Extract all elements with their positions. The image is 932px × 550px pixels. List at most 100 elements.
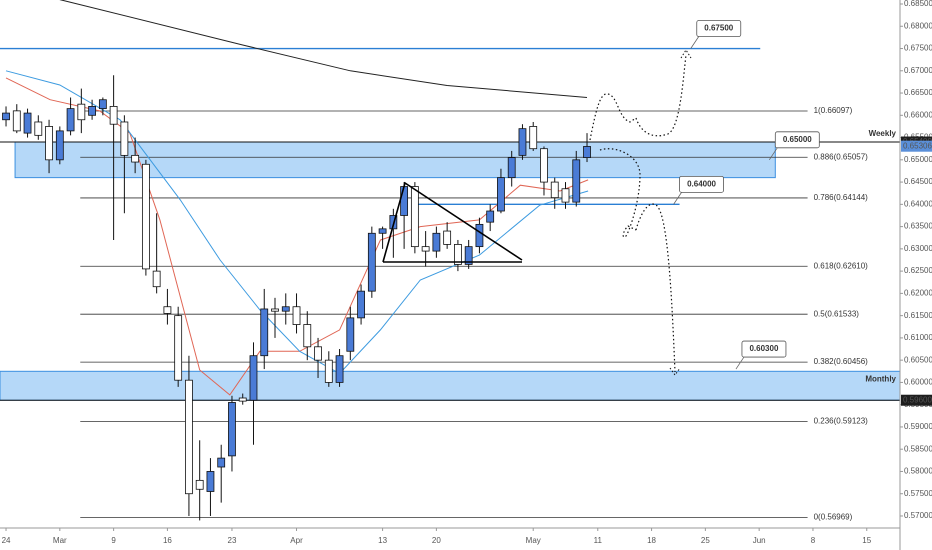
candle-body [77,103,86,121]
candle-body [98,99,107,110]
callout-pointer [768,147,778,161]
y-tick-label: 0.62500 [904,266,932,275]
y-tick-label: 0.61000 [904,333,932,342]
callout-box [679,175,724,193]
y-tick-label: 0.67500 [904,44,932,53]
candle-body [561,188,570,203]
candle-body [572,159,581,203]
zone-label: Monthly [865,374,896,383]
fib-label: 1(0.66097) [814,106,853,115]
candle-body [217,457,226,468]
callout-box [774,131,820,149]
y-tick-label: 0.57500 [904,489,932,498]
y-tick-label: 0.57000 [904,511,932,520]
candle-body [378,228,387,234]
price-tag-label: 0.65306 [903,141,932,150]
callout-label: 0.60300 [749,344,778,353]
candle-body [45,126,53,161]
x-tick-label: May [526,536,541,545]
x-tick-label: 9 [111,536,116,545]
candle-body [2,112,10,121]
candle-body [507,157,516,179]
y-tick-label: 0.68500 [904,0,932,8]
candle-body [152,270,161,288]
moving-average [5,70,589,375]
candle-body [400,186,409,216]
y-tick-label: 0.59000 [904,422,932,431]
x-tick-label: 20 [432,536,441,545]
y-tick-label: 0.64500 [904,177,932,186]
x-tick-label: 18 [647,536,656,545]
callout-pointer [735,356,745,370]
fib-label: 0.382(0.60456) [814,357,869,366]
candle-body [131,154,140,163]
candle-body [88,106,96,116]
callout-pointer [673,192,682,205]
callout-label: 0.67500 [704,24,733,33]
price-tag [901,394,932,406]
candle-body [120,121,129,156]
candle-body [486,210,495,223]
candle-body [206,471,215,492]
y-tick-label: 0.65000 [904,155,932,164]
candle-body [174,315,183,381]
x-tick-label: 23 [228,536,237,545]
candle-body [314,346,322,361]
candle-body [195,479,204,490]
candle-body [464,246,473,265]
candle-body [335,355,344,383]
x-tick-label: Mar [53,536,67,545]
fib-label: 0.886(0.65057) [814,152,869,161]
callout-box [741,340,787,358]
candle-body [141,163,150,270]
candle-body [518,128,527,156]
zone [0,370,901,401]
y-tick-label: 0.66500 [904,88,932,97]
price-axis [900,0,932,550]
candle-body [249,355,258,401]
triangle [382,181,523,263]
x-tick-label: 11 [594,536,603,545]
callout-pointer [690,36,700,49]
y-tick-label: 0.60500 [904,355,932,364]
y-tick-label: 0.66000 [904,110,932,119]
candle-body [324,359,333,383]
y-tick-label: 0.63500 [904,222,932,231]
y-tick-label: 0.63000 [904,244,932,253]
callout-label: 0.64000 [687,179,716,188]
fib-label: 0.618(0.62610) [814,261,869,270]
projection-down [599,148,676,373]
candle-body [410,186,419,248]
candle-body [432,232,441,252]
candle-body [23,112,32,134]
x-tick-label: 25 [701,536,710,545]
projection-up [589,54,687,141]
x-tick-label: Jun [753,536,766,545]
y-tick-label: 0.68000 [904,21,932,30]
zone-label: Weekly [869,129,897,138]
moving-average [59,0,588,98]
candle-body [303,324,312,348]
candle-body [238,397,247,402]
candle-body [475,223,484,248]
candle-body [66,108,75,132]
y-tick-label: 0.67000 [904,66,932,75]
candle-body [185,379,193,495]
candle-body [583,146,591,158]
x-tick-label: 8 [811,536,816,545]
x-tick-label: 16 [163,536,172,545]
price-tag-label: 0.59600 [903,395,932,404]
fib-label: 0.236(0.59123) [814,417,869,426]
fib-label: 0.5(0.61533) [814,309,860,318]
candle-body [55,130,64,161]
candle-body [281,306,290,312]
y-tick-label: 0.62000 [904,288,932,297]
y-tick-label: 0.58500 [904,444,932,453]
candle-body [260,308,269,357]
callout-label: 0.65000 [783,135,812,144]
candle-body [228,402,236,457]
candle-body [443,230,452,245]
